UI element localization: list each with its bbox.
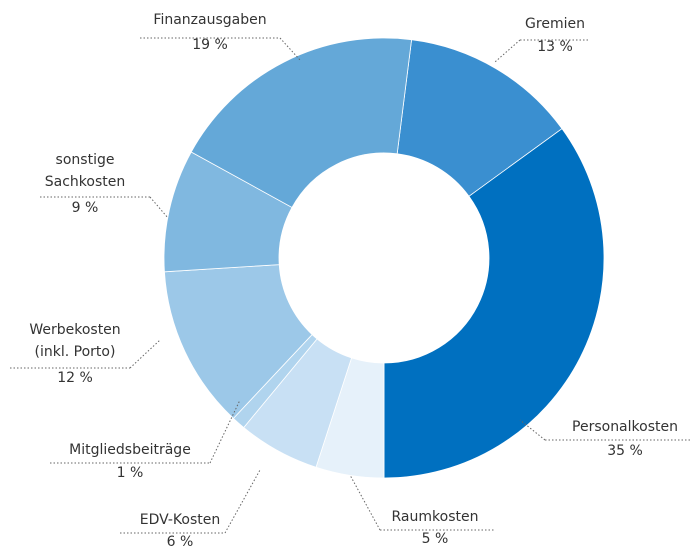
leader-line [120, 469, 261, 534]
leader-line [494, 39, 590, 63]
donut-slice [190, 37, 413, 208]
leader-line [349, 474, 495, 531]
leader-line [50, 399, 241, 464]
slice-value: 13 % [537, 39, 573, 55]
slice-label: Werbekosten (inkl. Porto) [29, 322, 121, 360]
slice-value: 12 % [57, 370, 93, 386]
slice-label: Personalkosten [572, 419, 678, 435]
slice-label: Mitgliedsbeiträge [69, 442, 191, 458]
slice-value: 6 % [166, 534, 194, 550]
leader-line [140, 37, 301, 61]
slice-value: 5 % [421, 531, 449, 547]
slice-label: sonstige Sachkosten [44, 152, 126, 190]
leader-line [10, 339, 161, 369]
leader-line [40, 196, 169, 219]
donut-slice [383, 128, 605, 479]
slice-value: 19 % [192, 37, 228, 53]
slice-value: 35 % [607, 443, 643, 459]
slice-label: Finanzausgaben [153, 12, 267, 28]
slice-value: 9 % [71, 200, 99, 216]
slice-value: 1 % [116, 465, 144, 481]
slice-label: Gremien [525, 16, 585, 32]
slice-label: EDV-Kosten [139, 512, 221, 528]
slice-label: Raumkosten [391, 509, 479, 525]
